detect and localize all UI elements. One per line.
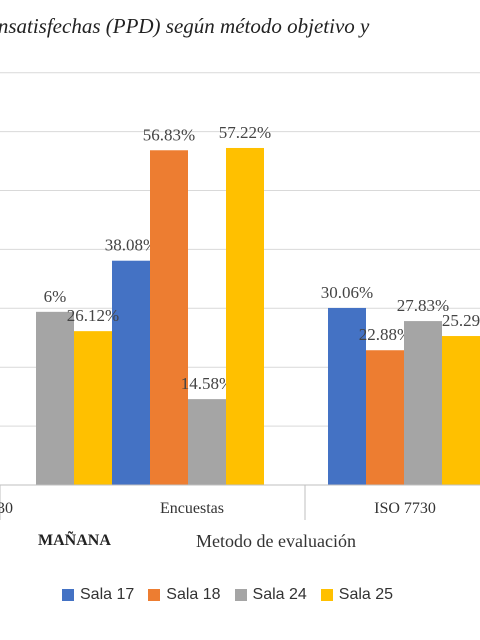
bar [74, 331, 112, 485]
legend-swatch [62, 589, 74, 601]
chart-title-text: insatisfechas (PPD) según método objetiv… [0, 14, 370, 38]
group-label: MAÑANA [38, 532, 111, 549]
data-label: 25.29 [442, 311, 480, 330]
legend-label: Sala 17 [80, 586, 135, 603]
data-label: 22.88% [359, 325, 411, 344]
legend-item: Sala 24 [234, 586, 307, 604]
bar [36, 311, 74, 485]
data-label: 14.58% [181, 374, 233, 393]
category-label: ISO 7730 [374, 500, 436, 517]
bar [226, 147, 264, 486]
x-axis-title: Metodo de evaluación [196, 531, 356, 551]
legend-item: Sala 18 [148, 586, 221, 604]
legend-swatch [320, 589, 333, 601]
category-label: Encuestas [160, 500, 224, 517]
data-label: 57.22% [219, 123, 271, 142]
bar [442, 336, 480, 485]
data-label: 27.83% [397, 296, 449, 315]
legend-swatch [234, 589, 247, 601]
chart-title: insatisfechas (PPD) según método objetiv… [0, 14, 480, 44]
legend-label: Sala 18 [166, 586, 221, 603]
data-label: 6% [44, 287, 67, 306]
category-label: 30 [0, 500, 13, 517]
bar [366, 350, 404, 485]
bar [328, 307, 366, 485]
data-label: 56.83% [143, 125, 195, 144]
data-label: 38.08% [105, 236, 157, 255]
data-label: 26.12% [67, 306, 119, 325]
bar [404, 321, 442, 485]
legend-label: Sala 25 [338, 586, 394, 603]
chart-legend: Sala 17 Sala 18 Sala 24 Sala 25 [62, 586, 393, 604]
legend-item: Sala 17 [62, 586, 134, 604]
bar [112, 260, 150, 485]
data-label: 30.06% [321, 283, 373, 302]
legend-item: Sala 25 [320, 586, 394, 604]
legend-swatch [148, 589, 161, 601]
bar [150, 150, 188, 485]
bar [188, 399, 226, 485]
legend-label: Sala 24 [252, 586, 307, 603]
